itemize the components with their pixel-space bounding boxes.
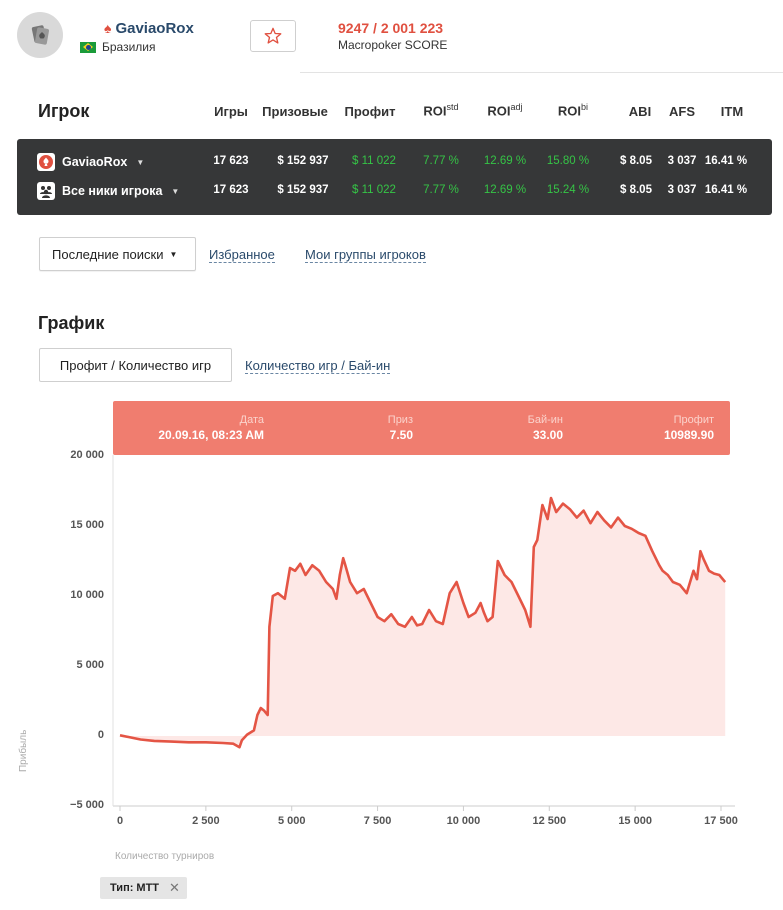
y-tick-label: 20 000 [70, 449, 104, 461]
tooltip-prize-value: 7.50 [389, 428, 413, 442]
header-games: Игры [214, 104, 248, 119]
row2-roi-std: 7.77 % [423, 184, 459, 196]
x-axis-label: Количество турниров [115, 851, 215, 862]
y-axis-label: Прибыль [18, 729, 29, 772]
tooltip-date-label: Дата [239, 414, 264, 426]
chevron-down-icon: ▼ [169, 249, 178, 259]
x-tick-label: 15 000 [618, 815, 652, 827]
header-prizes: Призовые [262, 104, 328, 119]
x-tick-label: 10 000 [446, 815, 481, 827]
add-favorite-button[interactable] [250, 20, 296, 52]
row2-prizes: $ 152 937 [277, 184, 329, 196]
header-roi-std: ROIstd [423, 102, 459, 119]
player-avatar-icon [31, 25, 49, 45]
player-name-link[interactable]: ♠ GaviaoRox [104, 20, 194, 37]
pokerstars-icon [37, 153, 55, 171]
close-icon[interactable]: ✕ [169, 880, 180, 895]
row1-prizes: $ 152 937 [277, 155, 329, 167]
tooltip-profit-value: 10989.90 [663, 428, 714, 442]
recent-searches-dropdown[interactable]: Последние поиски ▼ [39, 237, 196, 271]
y-tick-label: −5 000 [70, 799, 104, 811]
x-tick-label: 17 500 [704, 815, 738, 827]
tooltip-prize-label: Приз [387, 414, 413, 426]
chevron-down-icon: ▼ [136, 157, 145, 167]
row1-abi: $ 8.05 [620, 155, 652, 167]
score-value: 9247 / 2 001 223 [338, 20, 444, 36]
x-tick-label: 12 500 [532, 815, 567, 827]
tab-games-buyin[interactable]: Количество игр / Бай-ин [245, 358, 391, 374]
tooltip-profit-label: Профит [673, 414, 714, 426]
star-icon [264, 27, 282, 44]
x-tick-label: 2 500 [192, 815, 220, 827]
filter-tag: Тип: MTT ✕ [100, 877, 187, 899]
header-roi-adj: ROIadj [487, 102, 523, 119]
stats-table [17, 139, 772, 215]
y-tick-label: 10 000 [70, 589, 104, 601]
header-roi-bi: ROIbi [557, 102, 589, 119]
divider [300, 72, 783, 73]
tooltip-buyin-label: Бай-ин [527, 414, 563, 426]
x-tick-label: 7 500 [363, 815, 392, 827]
row2-roi-bi: 15.24 % [546, 184, 590, 196]
row2-abi: $ 8.05 [620, 184, 652, 196]
row2-games: 17 623 [213, 184, 249, 196]
profit-line [119, 496, 727, 749]
header-itm: ITM [720, 104, 744, 119]
player-groups-link[interactable]: Мои группы игроков [305, 247, 426, 263]
brazil-flag-icon [80, 41, 96, 53]
avatar[interactable] [17, 12, 63, 58]
row2-profit: $ 11 022 [352, 184, 396, 196]
row1-afs: 3 037 [667, 155, 697, 167]
all-nicks-icon [37, 182, 55, 200]
tab-profit-games[interactable]: Профит / Количество игр [39, 348, 232, 382]
chevron-down-icon: ▼ [171, 186, 180, 196]
nick-selector-gaviaorox[interactable]: GaviaoRox ▼ [37, 153, 144, 171]
chart-tooltip: Дата 20.09.16, 08:23 AM Приз 7.50 Бай-ин… [113, 401, 730, 455]
y-tick-label: 5 000 [76, 659, 104, 671]
row2-itm: 16.41 % [704, 184, 748, 196]
stats-title: Игрок [38, 101, 90, 121]
row1-profit: $ 11 022 [352, 155, 396, 167]
score-label: Macropoker SCORE [338, 38, 448, 52]
profit-area [120, 498, 726, 748]
x-tick-label: 5 000 [277, 815, 306, 827]
row1-roi-adj: 12.69 % [483, 155, 527, 167]
row1-games: 17 623 [213, 155, 249, 167]
row2-roi-adj: 12.69 % [483, 184, 527, 196]
header-abi: ABI [628, 104, 652, 119]
row1-roi-std: 7.77 % [423, 155, 459, 167]
graph-title: График [38, 313, 105, 333]
player-country: Бразилия [80, 40, 156, 54]
y-tick-label: 15 000 [70, 519, 104, 531]
header-profit: Профит [344, 104, 396, 119]
row2-afs: 3 037 [667, 184, 697, 196]
favorites-link[interactable]: Избранное [209, 247, 275, 263]
tooltip-date-value: 20.09.16, 08:23 AM [158, 428, 264, 442]
spade-icon: ♠ [104, 20, 112, 36]
header-afs: AFS [669, 104, 695, 119]
row1-roi-bi: 15.80 % [546, 155, 590, 167]
nick-selector-all[interactable]: Все ники игрока ▼ [37, 182, 179, 200]
y-tick-label: 0 [97, 729, 104, 741]
row1-itm: 16.41 % [704, 155, 748, 167]
x-tick-label: 0 [116, 815, 124, 827]
tooltip-buyin-value: 33.00 [532, 428, 563, 442]
